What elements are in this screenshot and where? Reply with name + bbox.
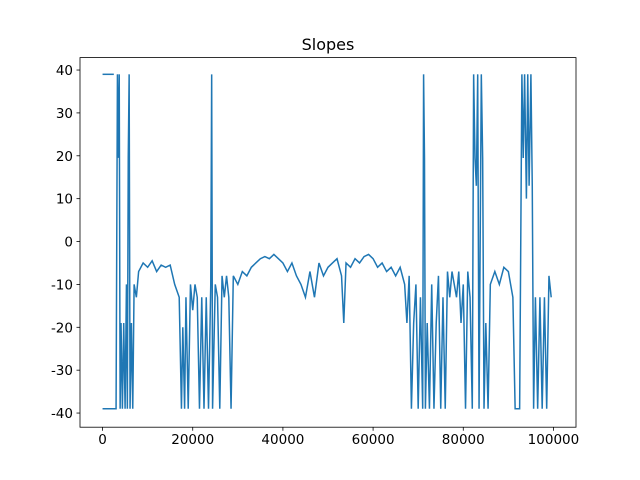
y-tick-label: -10 — [51, 277, 73, 293]
y-tick-label: 20 — [56, 149, 73, 165]
line — [102, 74, 552, 410]
x-tick-label: 40000 — [261, 432, 304, 448]
y-tick-label: 30 — [56, 106, 73, 122]
chart-title: Slopes — [302, 35, 355, 54]
x-tick-label: 80000 — [442, 432, 485, 448]
y-tick-label: 40 — [56, 63, 73, 79]
y-tick-label: -20 — [51, 320, 73, 336]
x-tick-label: 20000 — [171, 432, 214, 448]
y-tick-label: -30 — [51, 363, 73, 379]
x-tick-label: 100000 — [528, 432, 580, 448]
x-tick-label: 0 — [98, 432, 107, 448]
y-tick-label: -40 — [51, 406, 73, 422]
x-tick-label: 60000 — [352, 432, 395, 448]
y-tick-label: 0 — [64, 235, 73, 251]
y-tick-label: 10 — [56, 192, 73, 208]
plot-frame — [79, 57, 577, 428]
